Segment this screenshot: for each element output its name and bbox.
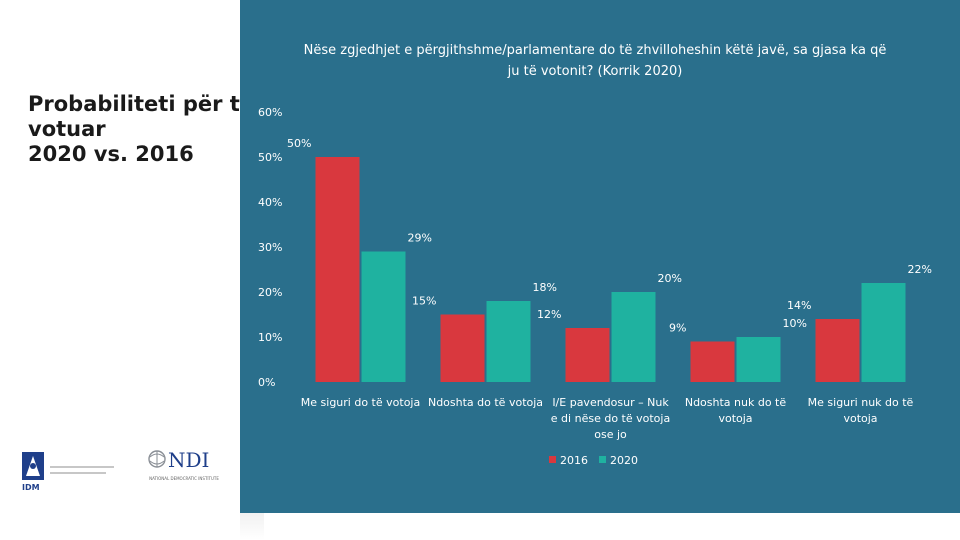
y-tick-label: 60% (258, 106, 282, 119)
bar-2016 (315, 157, 360, 382)
slide-title-line-1: Probabiliteti për të (28, 92, 255, 116)
data-label-2016: 9% (669, 322, 686, 335)
data-label-2020: 20% (658, 272, 682, 285)
data-label-2020: 10% (783, 317, 807, 330)
legend-swatch-2016 (549, 456, 556, 463)
idm-logo-text: IDM (22, 483, 40, 492)
ndi-logo-subtitle: NATIONAL DEMOCRATIC INSTITUTE (149, 476, 219, 481)
data-label-2016: 12% (537, 308, 561, 321)
category-label: e di nëse do të votoja (551, 412, 670, 425)
bar-2016 (565, 328, 610, 382)
ndi-logo-text: NDI (168, 448, 209, 472)
data-label-2016: 15% (412, 295, 436, 308)
chart-title: Nëse zgjedhjet e përgjithshme/parlamenta… (303, 43, 887, 79)
legend-entry-2016: 2016 (560, 454, 588, 467)
slide-title-line-3: 2020 vs. 2016 (28, 142, 194, 166)
y-tick-label: 20% (258, 286, 282, 299)
data-label-2020: 18% (533, 281, 557, 294)
bar-2016 (440, 314, 485, 382)
category-label: Ndoshta nuk do të (685, 396, 787, 409)
y-tick-label: 0% (258, 376, 275, 389)
bar-2020 (611, 292, 656, 382)
data-label-2016: 14% (787, 299, 811, 312)
slide-title-line-2: votuar (28, 117, 106, 141)
category-label: votoja (843, 412, 877, 425)
bar-2020 (861, 283, 906, 382)
category-label: Me siguri do të votoja (301, 396, 420, 409)
category-label: Me siguri nuk do të (808, 396, 914, 409)
left-panel: Probabiliteti për të votuar 2020 vs. 201… (0, 0, 255, 540)
y-tick-label: 10% (258, 331, 282, 344)
y-tick-label: 50% (258, 151, 282, 164)
bar-2020 (361, 251, 406, 382)
chart-panel (240, 0, 960, 513)
y-tick-label: 30% (258, 241, 282, 254)
bar-2020 (486, 301, 531, 382)
idm-logo: IDM (22, 452, 114, 492)
legend-entry-2020: 2020 (610, 454, 638, 467)
y-tick-label: 40% (258, 196, 282, 209)
data-label-2020: 22% (908, 263, 932, 276)
category-label: votoja (718, 412, 752, 425)
panel-shadow (240, 513, 264, 540)
category-label: I/E pavendosur – Nuk (552, 396, 669, 409)
ndi-logo: NDI NATIONAL DEMOCRATIC INSTITUTE (148, 448, 219, 481)
bar-2016 (690, 341, 735, 382)
category-label: ose jo (594, 428, 627, 441)
bar-2016 (815, 319, 860, 382)
data-label-2020: 29% (408, 232, 432, 245)
category-label: Ndoshta do të votoja (428, 396, 543, 409)
legend-swatch-2020 (599, 456, 606, 463)
data-label-2016: 50% (287, 137, 311, 150)
bar-2020 (736, 337, 781, 382)
slide-title: Probabiliteti për të votuar 2020 vs. 201… (28, 92, 255, 167)
